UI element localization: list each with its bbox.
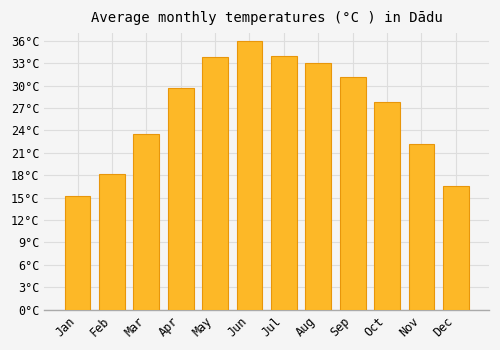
Title: Average monthly temperatures (°C ) in Dādu: Average monthly temperatures (°C ) in Dā… <box>91 11 443 25</box>
Bar <box>99 174 125 310</box>
Bar <box>443 186 468 310</box>
Bar <box>134 134 159 310</box>
Bar <box>306 63 331 310</box>
Bar <box>271 56 297 310</box>
Bar <box>340 77 365 310</box>
Bar <box>408 144 434 310</box>
Bar <box>64 196 90 310</box>
Bar <box>202 57 228 310</box>
Bar <box>168 88 194 310</box>
Bar <box>236 41 262 310</box>
Bar <box>374 102 400 310</box>
